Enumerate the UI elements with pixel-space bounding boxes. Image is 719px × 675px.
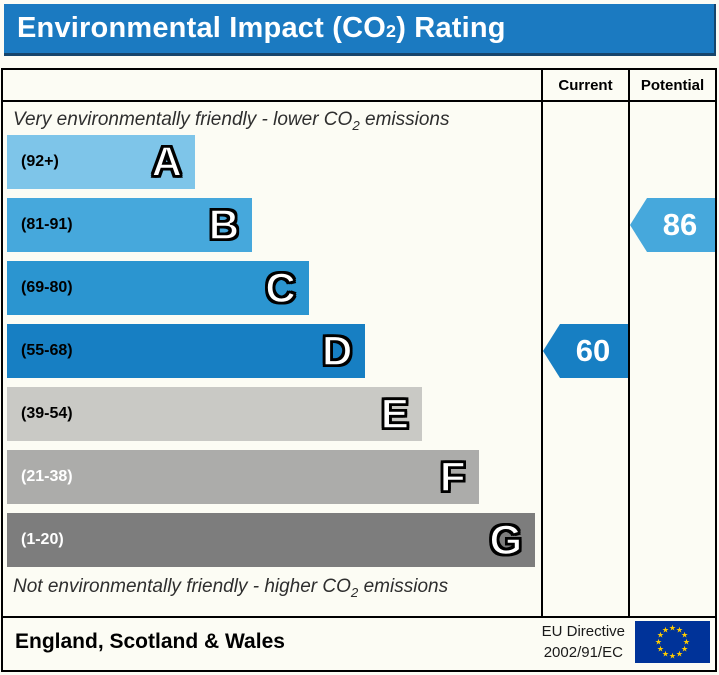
svg-text:★: ★ xyxy=(662,650,669,659)
svg-text:★: ★ xyxy=(662,625,669,634)
band-letter: F xyxy=(439,453,466,500)
rating-band-bar-f: (21-38) F xyxy=(7,450,479,504)
rating-band-row-b: (81-91) B xyxy=(7,198,541,252)
table-header-row: Current Potential xyxy=(3,70,715,102)
bottom-note-subscript: 2 xyxy=(350,584,359,600)
current-rating-arrow: 60 xyxy=(543,324,628,378)
column-header-potential: Potential xyxy=(628,70,715,100)
band-range-label: (21-38) xyxy=(21,468,73,485)
region-label: England, Scotland & Wales xyxy=(15,630,285,653)
band-range-label: (81-91) xyxy=(21,216,73,233)
band-letter: B xyxy=(208,201,240,248)
band-range-label: (1-20) xyxy=(21,531,64,548)
title-text-suffix: ) Rating xyxy=(396,12,506,44)
svg-text:★: ★ xyxy=(676,650,683,659)
top-note-suffix: emissions xyxy=(359,109,450,130)
table-main-row: Very environmentally friendly - lower CO… xyxy=(3,102,715,618)
band-letter: C xyxy=(265,264,297,311)
svg-text:★: ★ xyxy=(681,631,688,640)
bottom-note-suffix: emissions xyxy=(358,576,449,597)
column-header-current: Current xyxy=(541,70,628,100)
page-title: Environmental Impact (CO 2) Rating xyxy=(4,4,716,56)
svg-text:★: ★ xyxy=(657,631,664,640)
band-range-label: (55-68) xyxy=(21,342,73,359)
rating-band-bar-c: (69-80) C xyxy=(7,261,309,315)
title-text-prefix: Environmental Impact (CO xyxy=(17,12,386,44)
svg-text:★: ★ xyxy=(655,638,662,647)
rating-band-row-a: (92+) A xyxy=(7,135,541,189)
rating-band-bar-g: (1-20) G xyxy=(7,513,536,567)
eu-directive-line1: EU Directive xyxy=(541,623,625,640)
potential-column: 86 xyxy=(628,102,715,616)
top-note-subscript: 2 xyxy=(352,117,360,133)
eu-flag-icon: ★ ★★★★★★★★★★★ xyxy=(635,621,710,663)
top-note: Very environmentally friendly - lower CO… xyxy=(3,102,541,135)
eu-directive-line2: 2002/91/EC xyxy=(543,644,623,661)
band-range-label: (69-80) xyxy=(21,279,73,296)
top-note-text: Very environmentally friendly - lower CO xyxy=(13,109,353,130)
rating-band-bar-a: (92+) A xyxy=(7,135,195,189)
rating-band-row-f: (21-38) F xyxy=(7,450,541,504)
band-letter: D xyxy=(321,327,353,374)
rating-band-row-e: (39-54) E xyxy=(7,387,541,441)
svg-text:★: ★ xyxy=(676,625,683,634)
svg-text:★: ★ xyxy=(683,638,690,647)
band-range-label: (92+) xyxy=(21,153,59,170)
potential-rating-arrow: 86 xyxy=(630,198,715,252)
svg-text:★: ★ xyxy=(669,624,676,633)
rating-band-row-g: (1-20) G xyxy=(7,513,541,567)
bottom-note-text: Not environmentally friendly - higher CO xyxy=(13,576,351,597)
band-letter: A xyxy=(151,138,183,185)
bottom-note: Not environmentally friendly - higher CO… xyxy=(3,576,541,600)
eu-directive-label: EU Directive 2002/91/EC xyxy=(542,621,625,663)
rating-scale: Very environmentally friendly - lower CO… xyxy=(3,102,541,616)
rating-band-row-c: (69-80) C xyxy=(7,261,541,315)
rating-band-bar-e: (39-54) E xyxy=(7,387,422,441)
svg-text:★: ★ xyxy=(657,645,664,654)
band-letter: G xyxy=(489,516,523,563)
svg-text:★: ★ xyxy=(681,645,688,654)
rating-band-bar-d: (55-68) D xyxy=(7,324,366,378)
band-range-label: (39-54) xyxy=(21,405,73,422)
rating-band-row-d: (55-68) D xyxy=(7,324,541,378)
table-footer-row: England, Scotland & Wales EU Directive 2… xyxy=(3,618,715,666)
rating-band-bar-b: (81-91) B xyxy=(7,198,253,252)
rating-table: Current Potential Very environmentally f… xyxy=(1,68,717,672)
current-column: 60 xyxy=(541,102,628,616)
svg-text:★: ★ xyxy=(669,652,676,661)
column-header-blank xyxy=(3,70,541,100)
potential-rating-value: 86 xyxy=(662,207,698,242)
band-letter: E xyxy=(380,390,410,437)
current-rating-value: 60 xyxy=(575,333,611,368)
